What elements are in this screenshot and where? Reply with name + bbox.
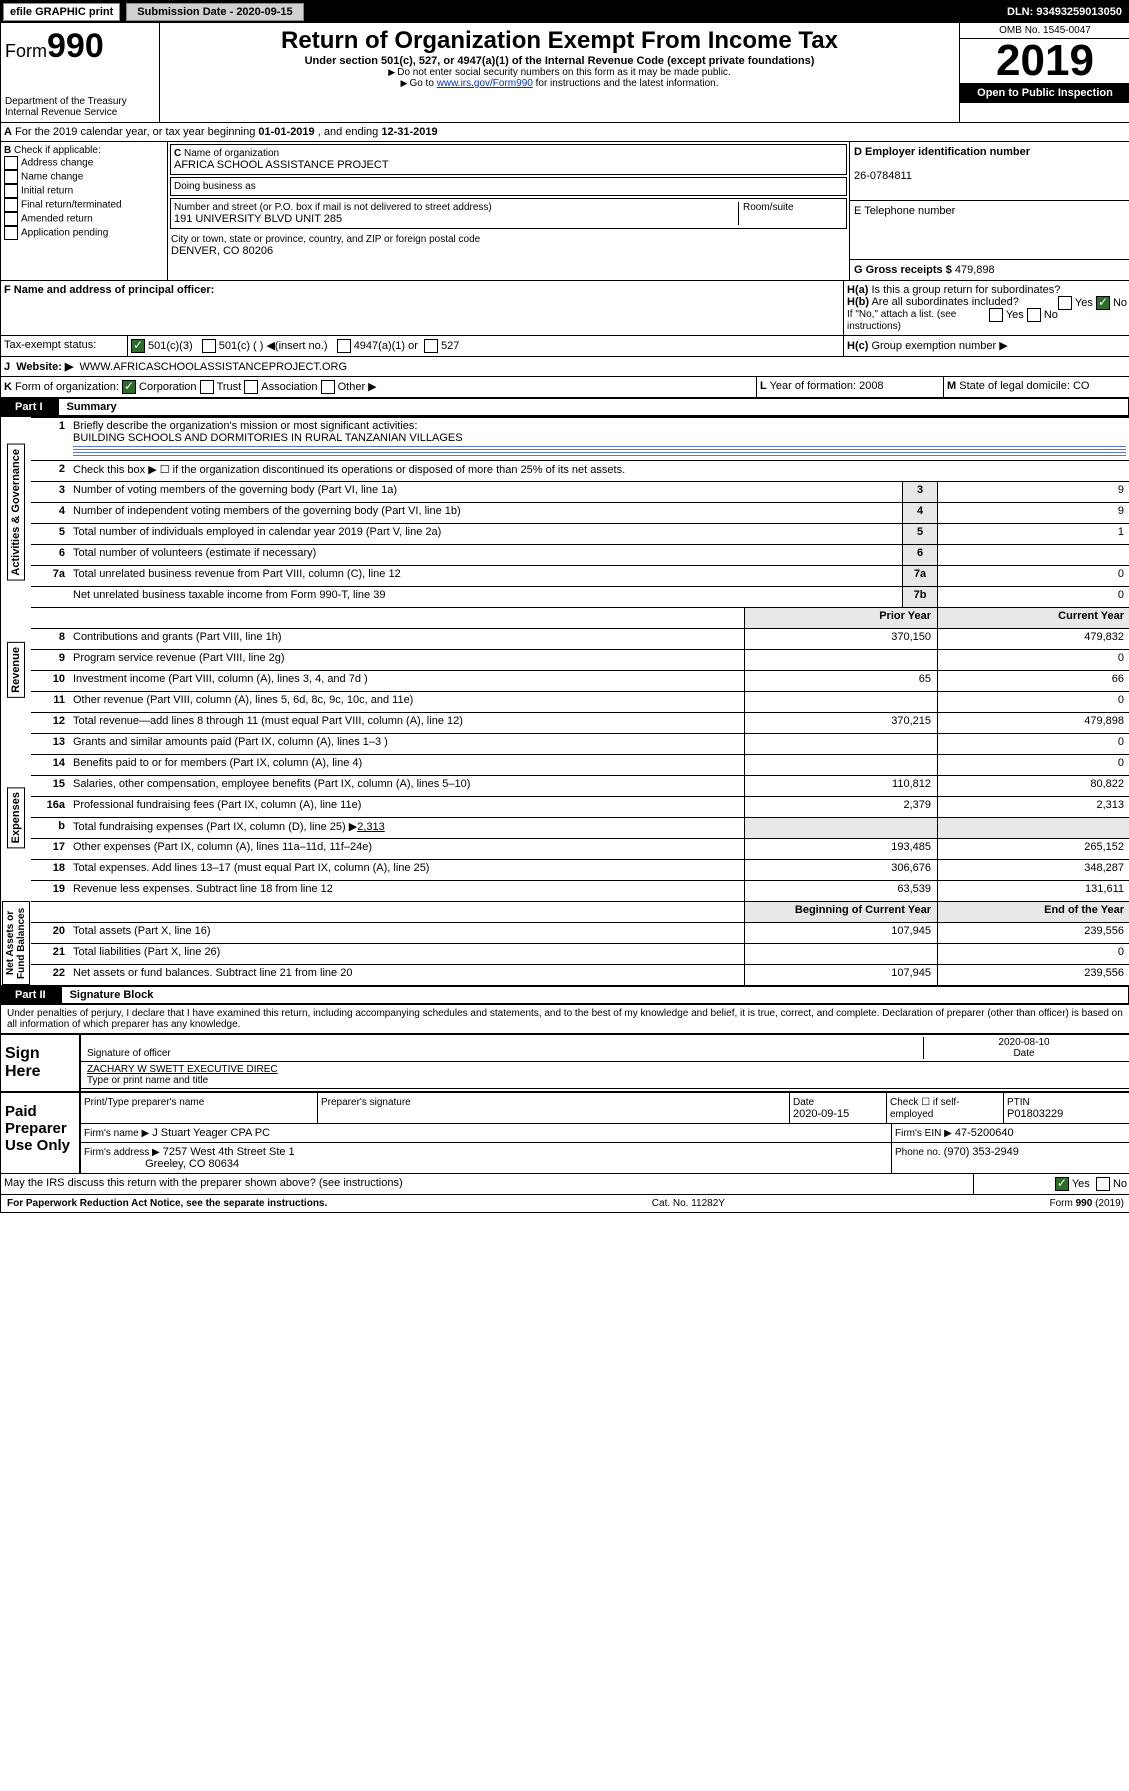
dln-label: DLN: 93493259013050 <box>1007 6 1128 18</box>
irs-label: Internal Revenue Service <box>5 107 155 118</box>
checkbox-final[interactable] <box>4 198 18 212</box>
perjury-text: Under penalties of perjury, I declare th… <box>1 1005 1129 1033</box>
section-b: B Check if applicable: Address change Na… <box>1 142 168 280</box>
pra-notice: For Paperwork Reduction Act Notice, see … <box>7 1198 327 1209</box>
side-activities: Activities & Governance <box>7 444 25 581</box>
page-title: Return of Organization Exempt From Incom… <box>164 27 955 55</box>
subtitle: Under section 501(c), 527, or 4947(a)(1)… <box>164 55 955 67</box>
efile-label: efile GRAPHIC print <box>3 3 120 21</box>
checkbox-name[interactable] <box>4 170 18 184</box>
paid-preparer-label: Paid Preparer Use Only <box>1 1093 79 1173</box>
note-link: Go to www.irs.gov/Form990 for instructio… <box>164 78 955 89</box>
part-ii-tab: Part II <box>1 986 60 1004</box>
tax-year: 2019 <box>960 39 1129 83</box>
sign-here-label: Sign Here <box>1 1035 79 1091</box>
side-expenses: Expenses <box>7 787 25 848</box>
form-footer: Form 990 (2019) <box>1050 1198 1124 1209</box>
side-revenue: Revenue <box>7 642 25 698</box>
form-number: Form990 <box>5 27 155 66</box>
org-street: 191 UNIVERSITY BLVD UNIT 285 <box>174 213 738 225</box>
checkbox-pending[interactable] <box>4 226 18 240</box>
ein-value: 26-0784811 <box>854 170 912 182</box>
org-city: DENVER, CO 80206 <box>171 245 846 257</box>
checkbox-amended[interactable] <box>4 212 18 226</box>
irs-link[interactable]: www.irs.gov/Form990 <box>437 78 533 89</box>
mission-text: BUILDING SCHOOLS AND DORMITORIES IN RURA… <box>73 432 463 444</box>
side-netassets: Net Assets or Fund Balances <box>2 901 30 985</box>
checkbox-501c3[interactable] <box>131 339 145 353</box>
submission-date-button[interactable]: Submission Date - 2020-09-15 <box>126 3 303 21</box>
open-public-label: Open to Public Inspection <box>960 83 1129 103</box>
part-i-title: Summary <box>57 397 1129 417</box>
cat-no: Cat. No. 11282Y <box>652 1198 725 1209</box>
dept-label: Department of the Treasury <box>5 96 155 107</box>
checkbox-address[interactable] <box>4 156 18 170</box>
website-value: WWW.AFRICASCHOOLASSISTANCEPROJECT.ORG <box>80 361 348 373</box>
gross-receipts: 479,898 <box>955 264 995 276</box>
officer-name: ZACHARY W SWETT EXECUTIVE DIREC <box>87 1064 278 1075</box>
part-ii-title: Signature Block <box>60 985 1129 1005</box>
checkbox-initial[interactable] <box>4 184 18 198</box>
top-bar: efile GRAPHIC print Submission Date - 20… <box>1 1 1129 23</box>
org-name: AFRICA SCHOOL ASSISTANCE PROJECT <box>174 159 843 171</box>
discuss-yes[interactable] <box>1055 1177 1069 1191</box>
note-ssn: Do not enter social security numbers on … <box>164 67 955 78</box>
part-i-tab: Part I <box>1 398 57 416</box>
discuss-no[interactable] <box>1096 1177 1110 1191</box>
